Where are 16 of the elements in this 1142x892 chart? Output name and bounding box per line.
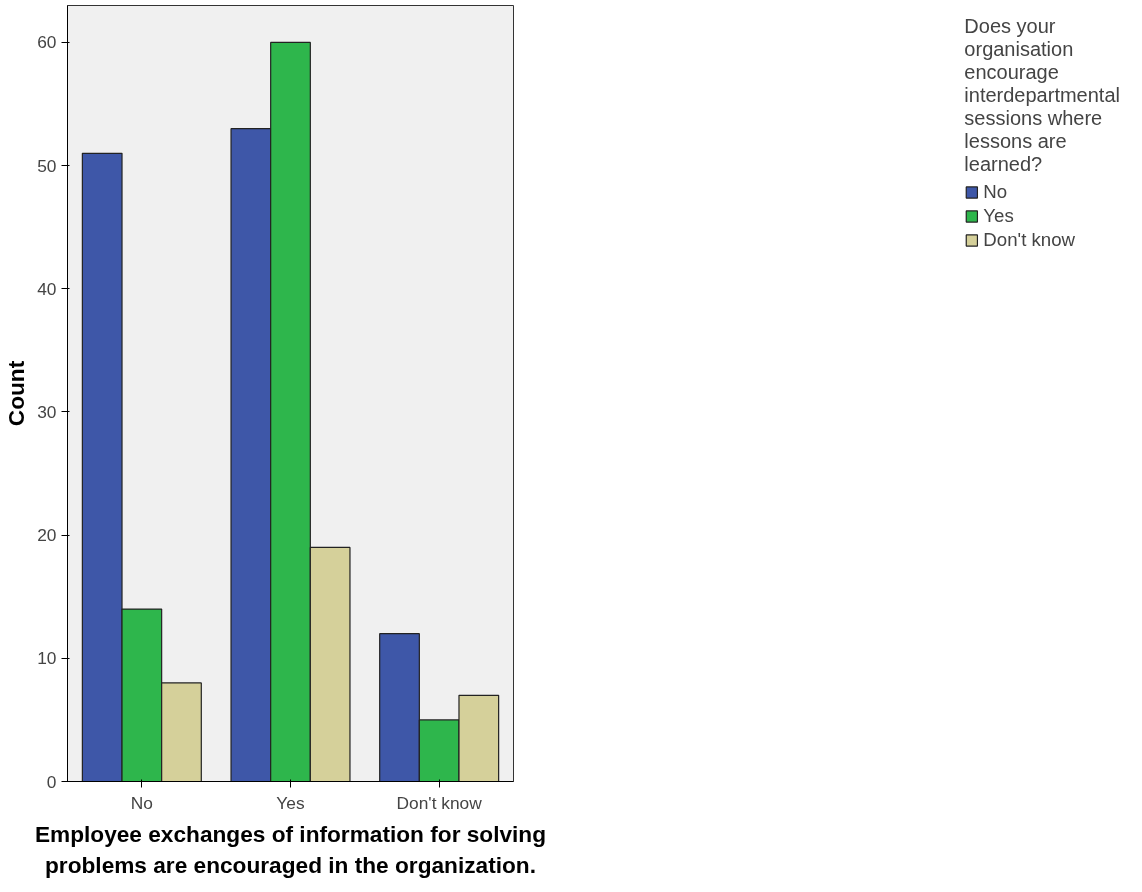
y-tick-label: 60 bbox=[37, 32, 57, 53]
x-axis-title: Employee exchanges of information for solving problems are encouraged in the organization. bbox=[34, 820, 547, 878]
x-tick-label: Don't know bbox=[396, 792, 483, 813]
x-tick-label: Yes bbox=[276, 792, 305, 813]
legend-label: Don't know bbox=[983, 229, 1076, 251]
y-axis-title: Count bbox=[3, 360, 30, 427]
y-tick-label: 40 bbox=[37, 278, 57, 299]
legend-label: No bbox=[983, 181, 1008, 203]
legend-label: Yes bbox=[983, 205, 1014, 227]
y-tick-label: 50 bbox=[37, 155, 57, 176]
legend-title: Does your organisation encourage interdepartmental sessions where lessons are learned? bbox=[964, 15, 1120, 176]
x-tick-label: No bbox=[130, 792, 153, 813]
y-tick-label: 10 bbox=[37, 648, 57, 669]
y-tick-label: 30 bbox=[37, 401, 57, 422]
y-tick-label: 0 bbox=[46, 771, 57, 792]
y-tick-label: 20 bbox=[37, 525, 57, 546]
